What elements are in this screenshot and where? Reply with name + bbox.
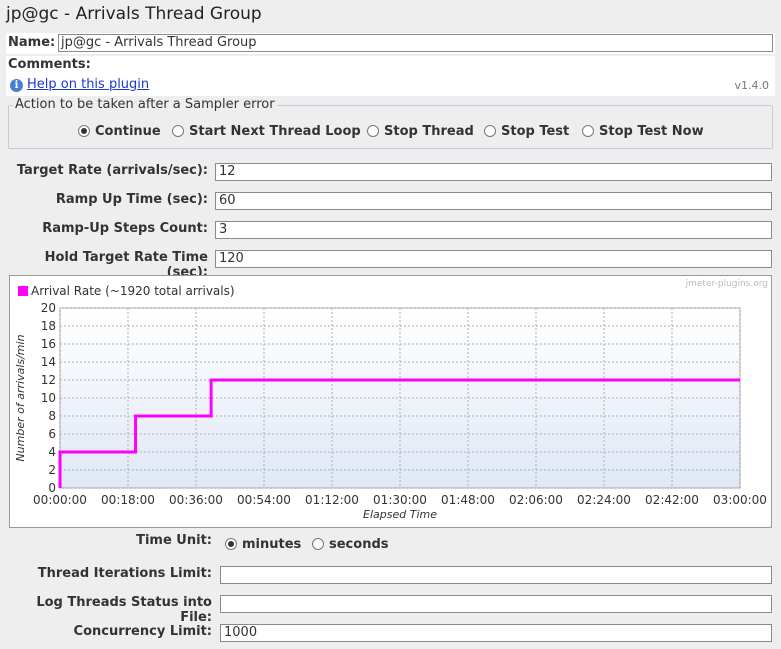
help-row: i Help on this plugin v1.4.0 — [6, 75, 775, 96]
y-axis-label: Number of arrivals/min — [14, 334, 27, 461]
x-tick-label: 01:12:00 — [305, 493, 359, 507]
chart-svg: 0 2 4 6 8 10 12 14 16 18 20 00:00:00 00:18:00 00:36:0… — [14, 279, 768, 521]
ramp-up-time-label: Ramp Up Time (sec): — [55, 192, 208, 207]
legend-swatch — [18, 286, 28, 296]
x-tick-label: 00:54:00 — [237, 493, 291, 507]
hold-time-input[interactable]: 120 — [215, 250, 772, 268]
y-tick-label: 16 — [41, 337, 56, 351]
comments-label: Comments: — [8, 57, 91, 72]
version-label: v1.4.0 — [734, 79, 770, 92]
radio-start-next-loop-icon[interactable] — [172, 125, 184, 137]
sampler-error-group — [8, 105, 773, 149]
ramp-up-steps-input[interactable]: 3 — [215, 221, 772, 239]
arrival-rate-chart: 0 2 4 6 8 10 12 14 16 18 20 00:00:00 00:18:00 00:36:0… — [9, 275, 772, 528]
y-tick-label: 8 — [48, 409, 56, 423]
radio-stop-test-now-label[interactable]: Stop Test Now — [599, 124, 704, 139]
x-tick-label: 02:06:00 — [509, 493, 563, 507]
radio-minutes-icon[interactable] — [225, 538, 237, 550]
y-tick-label: 20 — [41, 301, 56, 315]
target-rate-label: Target Rate (arrivals/sec): — [16, 163, 208, 178]
y-tick-label: 18 — [41, 319, 56, 333]
radio-continue-label[interactable]: Continue — [95, 124, 161, 139]
time-unit-label: Time Unit: — [136, 533, 212, 548]
x-tick-label: 00:18:00 — [101, 493, 155, 507]
name-input[interactable]: jp@gc - Arrivals Thread Group — [58, 34, 773, 52]
radio-minutes-label[interactable]: minutes — [242, 537, 302, 552]
target-rate-input[interactable]: 12 — [215, 163, 772, 181]
concurrency-input[interactable]: 1000 — [220, 624, 772, 642]
radio-seconds-label[interactable]: seconds — [329, 537, 389, 552]
y-tick-label: 10 — [41, 391, 56, 405]
radio-stop-thread-label[interactable]: Stop Thread — [384, 124, 474, 139]
comments-row[interactable]: Comments: — [6, 56, 775, 75]
watermark: jmeter-plugins.org — [685, 279, 768, 289]
y-tick-label: 2 — [48, 463, 56, 477]
y-tick-label: 4 — [48, 445, 56, 459]
y-tick-label: 14 — [41, 355, 56, 369]
legend-label: Arrival Rate (~1920 total arrivals) — [31, 284, 235, 298]
log-file-input[interactable] — [220, 595, 772, 613]
window-title: jp@gc - Arrivals Thread Group — [6, 4, 262, 24]
name-row: Name: jp@gc - Arrivals Thread Group — [6, 33, 775, 54]
x-axis-label: Elapsed Time — [363, 508, 437, 521]
help-link[interactable]: Help on this plugin — [27, 77, 150, 92]
radio-seconds-icon[interactable] — [312, 538, 324, 550]
iterations-label: Thread Iterations Limit: — [37, 566, 212, 581]
y-tick-label: 6 — [48, 427, 56, 441]
radio-stop-test-now-icon[interactable] — [582, 125, 594, 137]
radio-stop-test-label[interactable]: Stop Test — [501, 124, 570, 139]
info-icon: i — [10, 79, 23, 92]
sampler-error-options: Continue Start Next Thread Loop Stop Thr… — [0, 124, 781, 140]
x-tick-label: 00:00:00 — [33, 493, 87, 507]
radio-continue-icon[interactable] — [78, 125, 90, 137]
series-line — [58, 378, 740, 488]
x-tick-label: 00:36:00 — [169, 493, 223, 507]
log-file-label: Log Threads Status into File: — [36, 595, 212, 625]
radio-stop-test-icon[interactable] — [484, 125, 496, 137]
sampler-error-legend: Action to be taken after a Sampler error — [13, 97, 277, 112]
x-tick-label: 01:48:00 — [441, 493, 495, 507]
x-tick-label: 02:42:00 — [645, 493, 699, 507]
x-tick-label: 02:24:00 — [577, 493, 631, 507]
radio-stop-thread-icon[interactable] — [367, 125, 379, 137]
x-tick-label: 01:30:00 — [373, 493, 427, 507]
ramp-up-time-input[interactable]: 60 — [215, 192, 772, 210]
x-tick-label: 03:00:00 — [713, 493, 767, 507]
concurrency-label: Concurrency Limit: — [73, 624, 212, 639]
iterations-input[interactable] — [220, 566, 772, 584]
ramp-up-steps-label: Ramp-Up Steps Count: — [42, 221, 208, 236]
radio-start-next-loop-label[interactable]: Start Next Thread Loop — [189, 124, 361, 139]
y-tick-label: 0 — [48, 481, 56, 495]
name-label: Name: — [8, 35, 56, 50]
y-tick-label: 12 — [41, 373, 56, 387]
